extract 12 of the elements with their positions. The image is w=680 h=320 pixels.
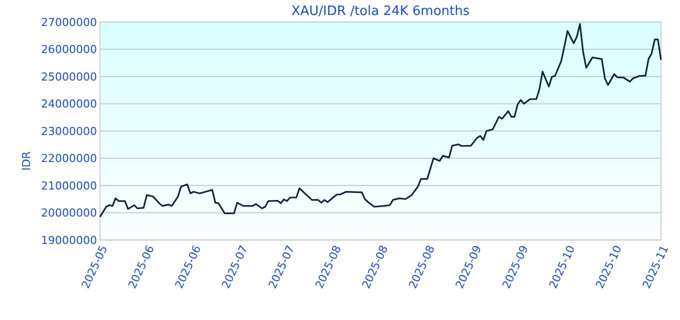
y-tick-label: 23000000 — [41, 124, 97, 138]
y-tick-label: 21000000 — [41, 179, 97, 192]
y-axis-title: IDR — [20, 150, 33, 171]
y-tick-label: 26000000 — [41, 43, 97, 56]
y-tick-label: 22000000 — [41, 152, 97, 166]
y-tick-label: 25000000 — [41, 70, 97, 84]
y-tick-label: 27000000 — [41, 16, 97, 29]
y-tick-label: 19000000 — [41, 234, 97, 247]
y-tick-label: 24000000 — [41, 98, 97, 111]
chart-title: XAU/IDR /tola 24K 6months — [291, 4, 470, 19]
line-series — [99, 23, 662, 218]
y-tick-label: 20000000 — [41, 206, 97, 220]
